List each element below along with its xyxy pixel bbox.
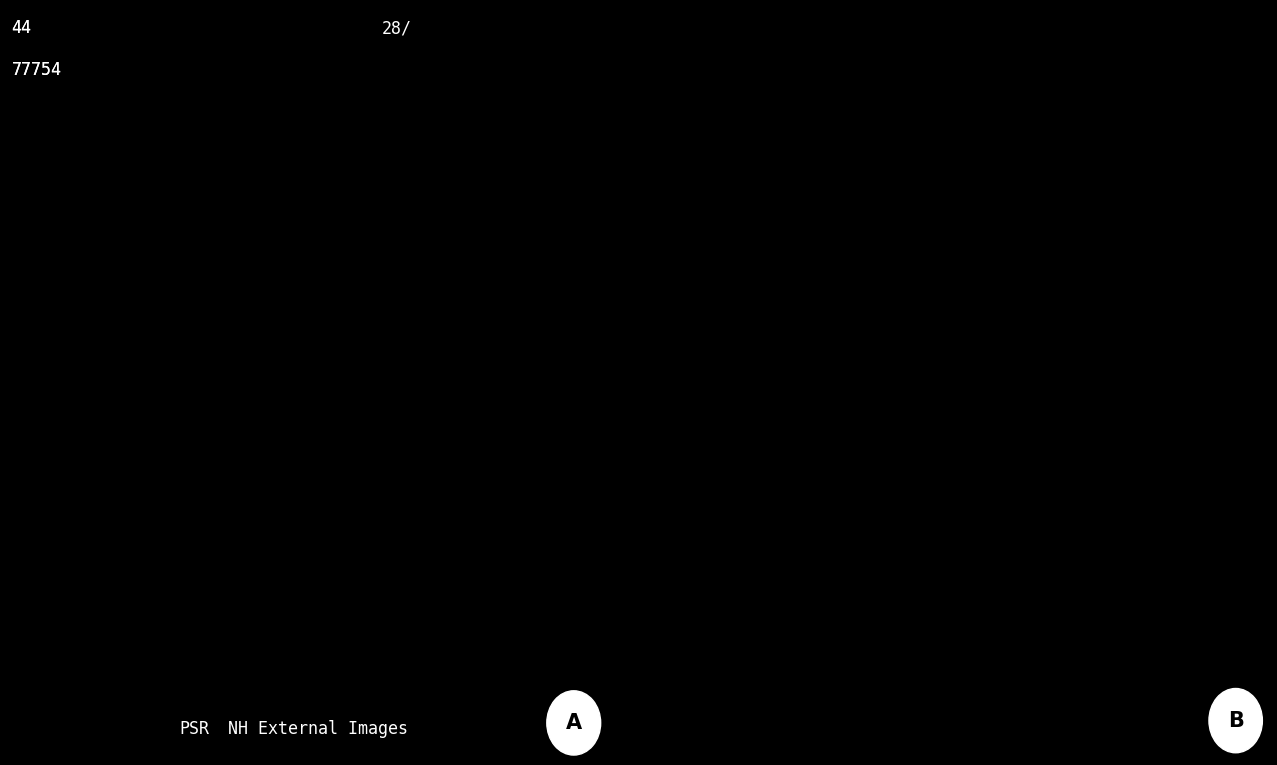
Text: 44: 44 <box>11 19 32 37</box>
Circle shape <box>1209 688 1263 753</box>
Text: 28/: 28/ <box>382 19 411 37</box>
Text: NH External Images: NH External Images <box>227 720 407 738</box>
Text: PSR: PSR <box>180 720 209 738</box>
Text: A: A <box>566 713 582 733</box>
Text: B: B <box>1227 711 1244 731</box>
Circle shape <box>547 691 600 755</box>
Text: 77754: 77754 <box>11 61 61 80</box>
Text: 77754: 77754 <box>11 61 61 80</box>
Text: 44: 44 <box>11 19 32 37</box>
